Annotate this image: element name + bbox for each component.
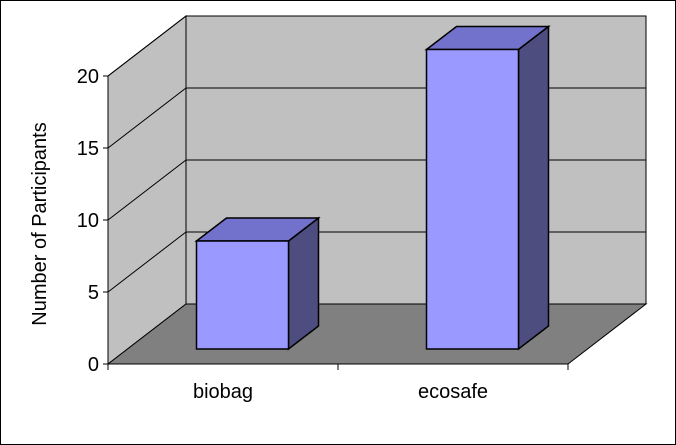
bar-side xyxy=(517,24,550,351)
x-tick-label: ecosafe xyxy=(418,381,488,403)
y-tick-label: 10 xyxy=(77,210,99,232)
bar-front xyxy=(425,48,520,350)
y-tick-label: 5 xyxy=(88,282,99,304)
gridline xyxy=(107,15,646,77)
chart-walls xyxy=(106,14,648,366)
floor xyxy=(106,303,648,365)
y-tick-label: 0 xyxy=(88,354,99,376)
bar-front xyxy=(195,240,290,350)
y-tick-label: 20 xyxy=(77,66,99,88)
bar-ecosafe xyxy=(424,24,551,351)
axes xyxy=(103,75,569,370)
x-tick-labels: biobag ecosafe xyxy=(193,381,488,403)
y-axis-title: Number of Participants xyxy=(29,122,51,325)
y-tick-labels: 0 5 10 15 20 xyxy=(77,66,99,376)
bars xyxy=(194,24,551,351)
x-tick-label: biobag xyxy=(193,381,253,403)
y-tick-label: 15 xyxy=(77,138,99,160)
bar-biobag xyxy=(194,216,321,351)
